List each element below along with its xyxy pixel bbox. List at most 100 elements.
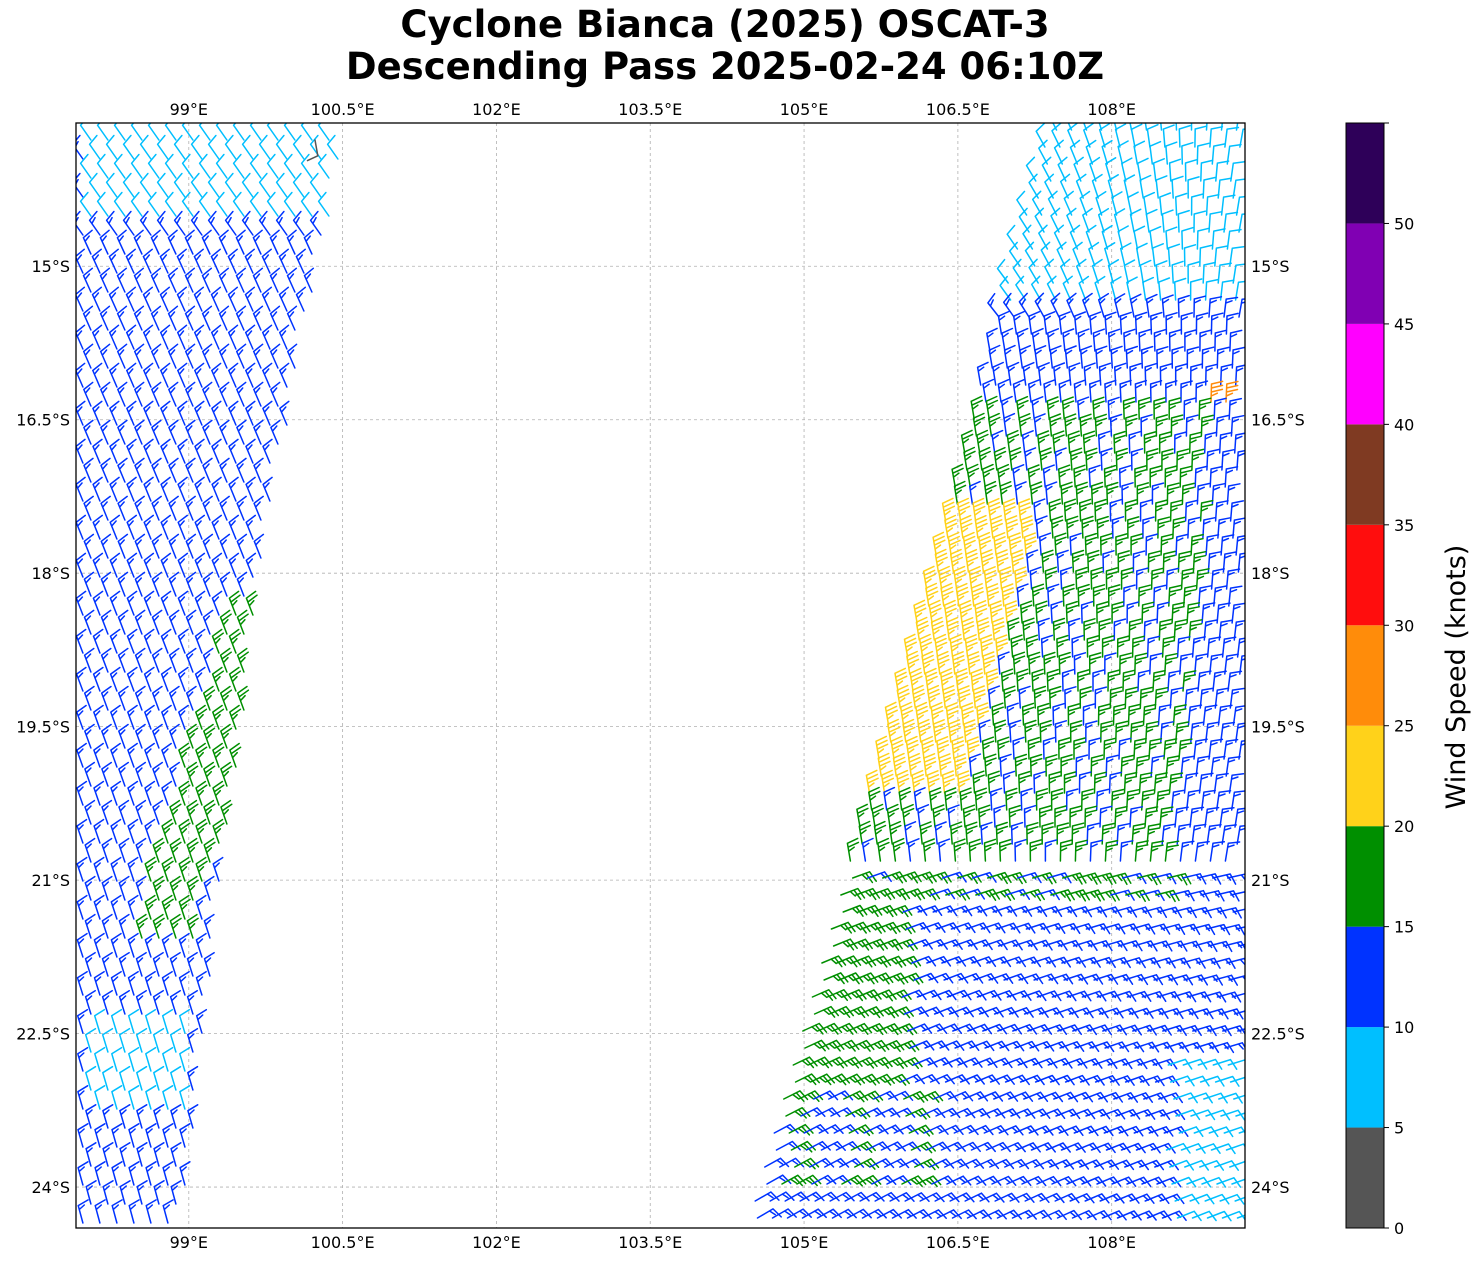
wind-barb — [1046, 668, 1060, 692]
wind-barb — [1150, 567, 1164, 590]
wind-barb — [195, 780, 208, 806]
wind-barb — [185, 647, 197, 673]
wind-barb — [1184, 329, 1197, 352]
wind-barb — [83, 495, 94, 521]
wind-barb — [783, 1090, 809, 1102]
wind-barb — [269, 267, 281, 293]
wind-barb — [252, 305, 264, 331]
wind-barb — [160, 552, 172, 578]
wind-barb — [1088, 379, 1102, 403]
wind-barb — [861, 1208, 887, 1219]
wind-barb — [1230, 891, 1245, 896]
wind-barb — [1146, 448, 1159, 471]
wind-barb — [1097, 906, 1123, 918]
wind-barb — [110, 894, 122, 920]
wind-barb — [1093, 771, 1107, 794]
wind-barb — [135, 723, 146, 749]
wind-barb — [1173, 431, 1187, 454]
wind-barb — [1113, 208, 1126, 233]
wind-barb — [133, 229, 144, 255]
wind-barb — [989, 515, 1003, 539]
wind-barb — [144, 1008, 157, 1034]
wind-barb — [1053, 362, 1066, 386]
wind-barb — [1142, 703, 1157, 726]
wind-barb — [1151, 957, 1176, 969]
wind-barb — [1168, 772, 1184, 794]
wind-barb — [949, 1192, 975, 1203]
wind-barb — [1209, 126, 1224, 148]
wind-barb — [91, 324, 103, 350]
wind-barb — [1098, 123, 1103, 131]
wind-barb — [1122, 669, 1136, 692]
wind-barb — [102, 1142, 114, 1167]
wind-barb — [219, 571, 231, 597]
wind-barb — [144, 932, 156, 958]
wind-barb — [1122, 396, 1136, 420]
wind-barb — [1092, 328, 1105, 352]
wind-barb — [176, 248, 187, 274]
wind-barb — [224, 134, 237, 160]
wind-barb — [953, 565, 967, 590]
wind-barb — [811, 1174, 837, 1185]
wind-barb — [309, 134, 322, 160]
wind-barb — [135, 837, 147, 863]
wind-barb — [1212, 1058, 1238, 1070]
wind-barb — [1005, 787, 1018, 811]
wind-barb — [1188, 431, 1202, 454]
wind-barb — [1029, 839, 1042, 862]
wind-barb — [269, 343, 281, 369]
wind-barb — [941, 497, 956, 522]
wind-barb — [159, 324, 171, 350]
wind-barb — [76, 932, 88, 958]
wind-barb — [1197, 1058, 1223, 1070]
wind-barb — [111, 1085, 123, 1110]
wind-barb — [1139, 686, 1153, 709]
wind-barb — [152, 913, 165, 939]
wind-barb — [1012, 464, 1025, 488]
wind-barb — [1232, 908, 1245, 913]
wind-barb — [1040, 634, 1054, 658]
wind-barb — [109, 628, 121, 654]
wind-barb — [986, 327, 998, 352]
wind-barb — [970, 395, 983, 420]
wind-barb — [909, 667, 923, 692]
wind-barb — [170, 1065, 182, 1091]
wind-barb — [775, 1140, 801, 1151]
wind-barb — [218, 229, 229, 255]
wind-barb — [1201, 991, 1227, 1003]
wind-barb — [1064, 345, 1077, 369]
wind-barb — [1117, 225, 1129, 250]
wind-barb — [1155, 175, 1168, 199]
wind-barb — [875, 735, 889, 760]
lon-tick-label: 103.5°E — [618, 100, 682, 119]
wind-barb — [1233, 1010, 1245, 1015]
wind-barb — [1069, 720, 1083, 743]
wind-barb — [1168, 397, 1181, 420]
wind-barb — [92, 362, 103, 388]
wind-barb — [985, 668, 999, 692]
wind-barb — [92, 476, 103, 502]
wind-barb — [1138, 772, 1153, 794]
wind-barb — [1165, 755, 1180, 777]
wind-barb — [94, 1085, 106, 1110]
wind-barb — [1114, 805, 1128, 828]
wind-barb — [1065, 600, 1079, 624]
colorbar-tick-label: 10 — [1394, 1018, 1414, 1037]
wind-barb — [854, 1158, 880, 1170]
wind-barb — [1095, 190, 1107, 216]
wind-barb — [1139, 259, 1152, 284]
wind-barb — [152, 875, 165, 901]
wind-barb — [964, 1192, 990, 1203]
wind-barb — [258, 134, 271, 160]
wind-barb — [1026, 822, 1039, 845]
wind-barb — [896, 769, 910, 794]
wind-barb — [1065, 788, 1079, 811]
wind-barb — [983, 838, 997, 862]
wind-barb — [868, 786, 881, 811]
wind-barb — [985, 395, 999, 420]
wind-barb — [1127, 516, 1140, 539]
wind-barb — [1027, 736, 1041, 760]
wind-barb — [1168, 329, 1182, 352]
wind-barb — [926, 770, 940, 794]
wind-barb — [79, 191, 92, 217]
